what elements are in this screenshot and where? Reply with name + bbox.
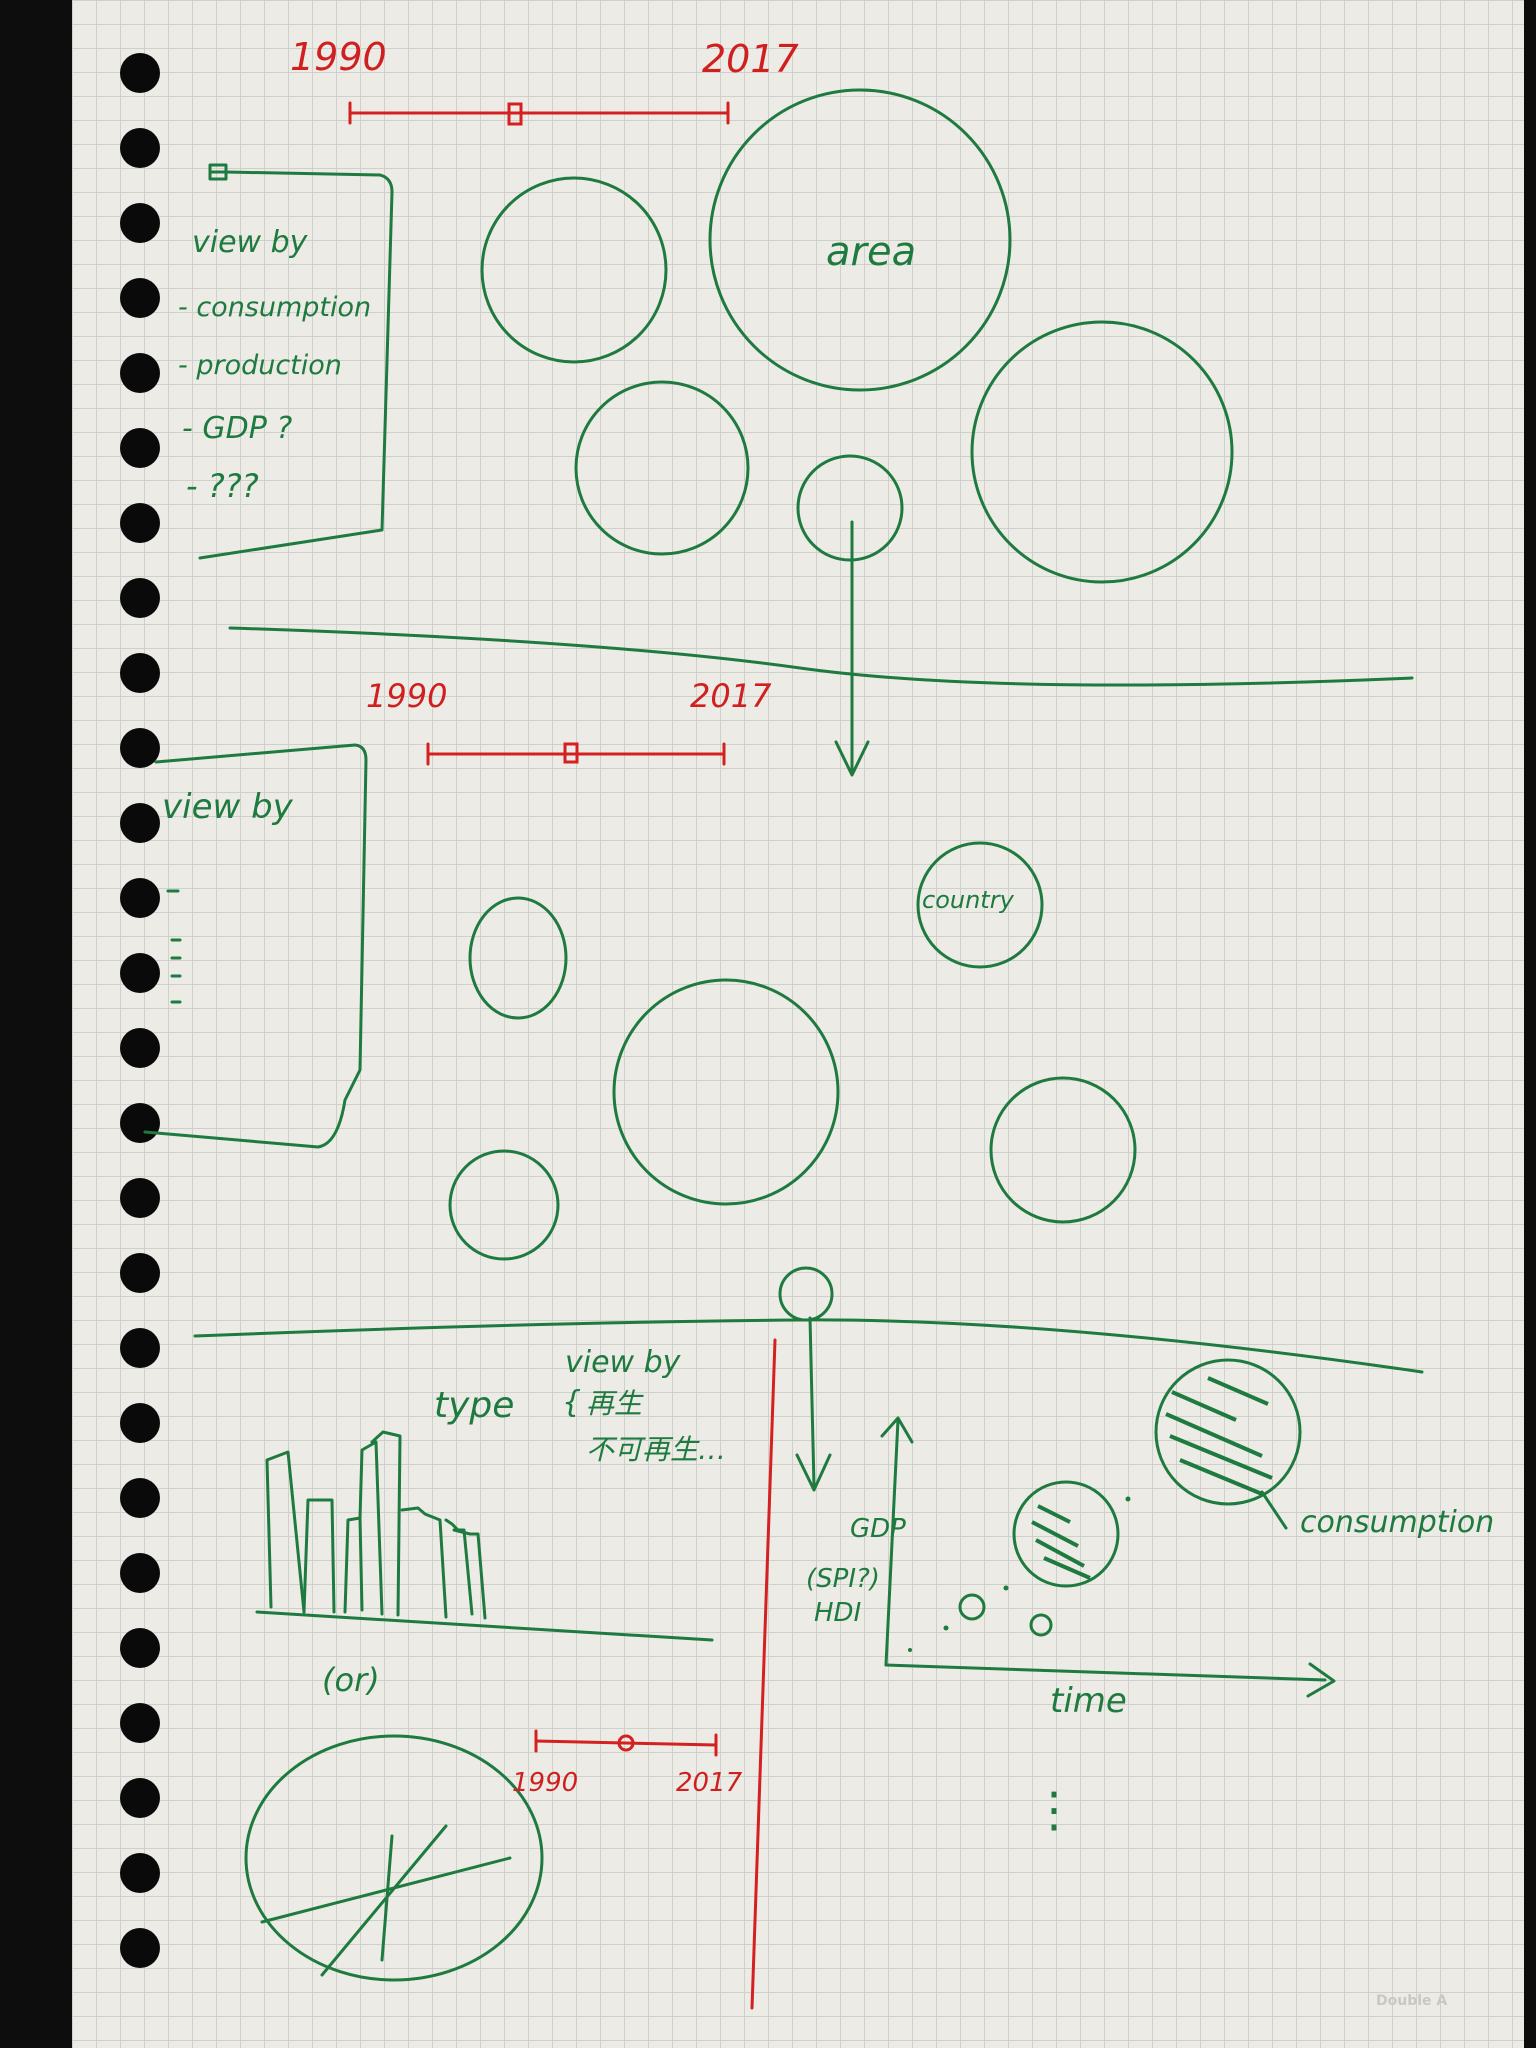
y-axis (880, 1416, 914, 1667)
bubble[interactable] (1125, 1496, 1131, 1502)
binder-hole (120, 1703, 160, 1743)
or-label: (or) (322, 1661, 380, 1699)
binder-hole (120, 203, 160, 243)
x-axis-label: time (1050, 1681, 1127, 1721)
bubble-selected[interactable] (796, 454, 904, 562)
bubble[interactable] (1012, 1480, 1120, 1588)
binder-hole (120, 1178, 160, 1218)
bubble[interactable] (1003, 1585, 1009, 1591)
binder-hole (120, 1478, 160, 1518)
bubble[interactable] (1029, 1613, 1053, 1637)
binder-hole (120, 503, 160, 543)
vertical-divider (750, 1338, 777, 2010)
binder-hole (120, 728, 160, 768)
bubble[interactable] (970, 320, 1234, 584)
timeline-handle[interactable] (507, 102, 523, 126)
pie-chart-sketch[interactable] (244, 1734, 544, 1982)
binder-hole (120, 953, 160, 993)
binder-hole (120, 1853, 160, 1893)
viewby-title: view by (565, 1345, 681, 1380)
bar-chart-sketch (255, 1430, 714, 1642)
section-divider-1 (228, 626, 1414, 687)
more-indicator: ⋮ (1030, 1782, 1078, 1838)
viewby-panel-outline-1 (198, 170, 394, 560)
bubble-country[interactable] (916, 841, 1044, 969)
timeline-slider-2[interactable] (426, 742, 726, 766)
binder-hole (120, 278, 160, 318)
paper-brand-watermark: Double A (1376, 1993, 1448, 2009)
bubble-fill-hatch (1031, 1504, 1091, 1580)
binder-hole (120, 1778, 160, 1818)
viewby-option-nonrenewable[interactable]: 不可再生… (586, 1433, 727, 1466)
type-label: type (434, 1385, 515, 1426)
bubble[interactable] (468, 896, 568, 1020)
viewby-option-unknown[interactable]: - ??? (186, 467, 259, 505)
binder-hole (120, 1928, 160, 1968)
binder-hole (120, 128, 160, 168)
bubble[interactable] (574, 380, 750, 556)
timeline-handle[interactable] (617, 1734, 635, 1752)
binder-hole (120, 1328, 160, 1368)
viewby-option-production[interactable]: - production (178, 350, 342, 381)
bubble-label-area: area (826, 229, 917, 275)
bubble[interactable] (958, 1593, 986, 1621)
timeline-end-label: 2017 (702, 37, 799, 81)
y-axis-label-gdp: GDP (850, 1514, 906, 1544)
timeline-start-label: 1990 (366, 677, 448, 715)
binder-hole (120, 1103, 160, 1143)
binder-hole (120, 53, 160, 93)
viewby-option-renewable[interactable]: 再生 (586, 1387, 643, 1420)
binder-hole (120, 1628, 160, 1668)
drilldown-arrow-2 (795, 1316, 832, 1492)
y-axis-label-spi: (SPI?) (806, 1564, 880, 1594)
timeline-start-label: 1990 (512, 1768, 579, 1798)
bubble-fill-hatch (1165, 1376, 1273, 1496)
binder-hole (120, 1403, 160, 1443)
drilldown-arrow-1 (834, 520, 870, 777)
bubble[interactable] (480, 176, 668, 364)
bubble-consumption[interactable] (1154, 1358, 1302, 1506)
viewby-option-gdp[interactable]: - GDP ? (182, 411, 293, 446)
timeline-track (534, 1739, 718, 1747)
binder-hole (120, 803, 160, 843)
timeline-end-label: 2017 (690, 677, 772, 715)
binder-hole (120, 1553, 160, 1593)
filter-icon-1[interactable] (208, 163, 228, 181)
viewby-option-consumption[interactable]: - consumption (178, 292, 372, 323)
timeline-start-label: 1990 (290, 35, 387, 79)
binder-hole (120, 878, 160, 918)
timeline-handle[interactable] (563, 742, 579, 764)
bubble-timeline-chart (880, 1358, 1336, 1698)
binder-hole (120, 653, 160, 693)
timeline-slider-1[interactable] (348, 101, 730, 126)
section-divider-2 (193, 1318, 1424, 1374)
x-axis (884, 1662, 1336, 1698)
notebook-page (72, 0, 1524, 2048)
timeline-slider-3[interactable] (534, 1729, 718, 1757)
viewby-title: view by (192, 225, 308, 260)
binder-hole (120, 578, 160, 618)
bubble-selected[interactable] (778, 1266, 834, 1322)
bubble-label-country: country (922, 886, 1014, 914)
y-axis-label-hdi: HDI (814, 1598, 862, 1628)
bubble-label-consumption: consumption (1300, 1505, 1495, 1540)
viewby-brace: { (562, 1385, 582, 1420)
timeline-end-label: 2017 (676, 1768, 743, 1798)
binder-hole (120, 353, 160, 393)
binder-hole (120, 1253, 160, 1293)
bubble[interactable] (943, 1625, 949, 1631)
bubble[interactable] (908, 1648, 912, 1652)
bubble-area[interactable] (708, 88, 1012, 392)
bubble[interactable] (989, 1076, 1137, 1224)
consumption-callout-line (1260, 1490, 1288, 1530)
binder-hole (120, 1028, 160, 1068)
viewby-panel-outline-2 (143, 743, 368, 1149)
viewby-title: view by (162, 787, 293, 827)
binder-hole (120, 428, 160, 468)
bubble[interactable] (448, 1149, 560, 1261)
bubble[interactable] (612, 978, 840, 1206)
